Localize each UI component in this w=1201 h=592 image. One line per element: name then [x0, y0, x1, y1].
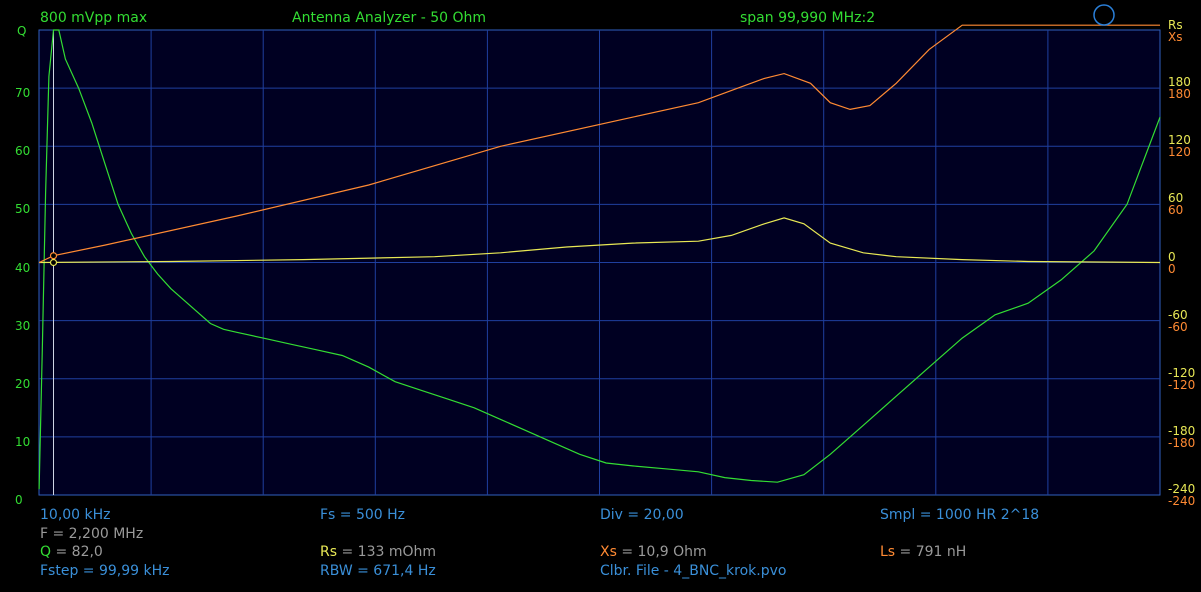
ls-readout-value: = 791 nH — [895, 544, 967, 560]
smpl-label: Smpl = 1000 HR 2^18 — [880, 507, 1040, 523]
cursor-marker-rs — [49, 258, 58, 267]
left-tick-label: 60 — [15, 144, 31, 159]
xs-tick-label: 0 — [1168, 261, 1176, 276]
rs-tick-label: -240 — [1168, 482, 1196, 496]
left-tick-label: 10 — [15, 434, 31, 449]
xs-tick-label: 180 — [1168, 87, 1191, 102]
q-readout-value: = 82,0 — [51, 544, 103, 560]
xs-tick-label: 120 — [1168, 145, 1191, 160]
xs-tick-label: -60 — [1168, 319, 1188, 334]
xs-tick-label: -240 — [1168, 494, 1196, 508]
rs-readout-label: Rs — [320, 544, 338, 560]
rs-readout-value: = 133 mOhm — [337, 544, 437, 560]
rs-tick-label: 60 — [1168, 191, 1184, 206]
rs-tick-label: -60 — [1168, 307, 1188, 322]
cursor-freq-label: F = 2,200 MHz — [40, 526, 144, 542]
status-circle-icon[interactable] — [1093, 4, 1115, 26]
left-tick-label: 20 — [15, 376, 31, 391]
window-title: Antenna Analyzer - 50 Ohm — [292, 10, 486, 26]
amplitude-label: 800 mVpp max — [40, 10, 148, 26]
ls-readout: Ls = 791 nH — [880, 544, 966, 560]
grid — [39, 30, 1160, 495]
rs-tick-label: -180 — [1168, 423, 1196, 438]
cursor-marker-xs — [49, 252, 58, 260]
left-tick-label: 50 — [15, 202, 31, 217]
left-tick-label: 30 — [15, 318, 31, 333]
series-q-line — [38, 29, 1161, 490]
rs-tick-label: 180 — [1168, 75, 1191, 90]
left-tick-label: 40 — [15, 260, 31, 275]
xs-readout-label: Xs — [600, 544, 617, 560]
calibration-file-label: Clbr. File - 4_BNC_krok.pvo — [600, 563, 787, 579]
rs-axis-label: Rs — [1168, 18, 1183, 32]
xs-tick-label: -120 — [1168, 377, 1196, 392]
left-tick-label: 70 — [15, 86, 31, 101]
xs-readout: Xs = 10,9 Ohm — [600, 544, 707, 560]
fs-label: Fs = 500 Hz — [320, 507, 406, 523]
rs-readout: Rs = 133 mOhm — [320, 544, 436, 560]
xs-tick-label: 60 — [1168, 203, 1184, 218]
q-readout-label: Q — [40, 544, 52, 560]
rbw-label: RBW = 671,4 Hz — [320, 563, 436, 579]
rs-tick-label: 0 — [1168, 249, 1176, 264]
freq-start-label: 10,00 kHz — [40, 507, 111, 523]
series-layer — [38, 24, 1161, 495]
xs-axis-label: Xs — [1168, 30, 1183, 44]
rs-tick-label: -120 — [1168, 365, 1196, 380]
fstep-label: Fstep = 99,99 kHz — [40, 563, 170, 579]
series-rs-line — [39, 217, 1161, 264]
rs-tick-label: 120 — [1168, 133, 1191, 148]
y-axis-q-label: Q — [17, 24, 27, 38]
xs-readout-value: = 10,9 Ohm — [616, 544, 707, 560]
span-label: span 99,990 MHz:2 — [740, 10, 876, 26]
ls-readout-label: Ls — [880, 544, 896, 560]
left-tick-label: 0 — [15, 493, 23, 507]
div-label: Div = 20,00 — [600, 507, 684, 523]
xs-tick-label: -180 — [1168, 435, 1196, 450]
series-xs-line — [38, 24, 1160, 264]
q-readout: Q = 82,0 — [40, 544, 103, 560]
